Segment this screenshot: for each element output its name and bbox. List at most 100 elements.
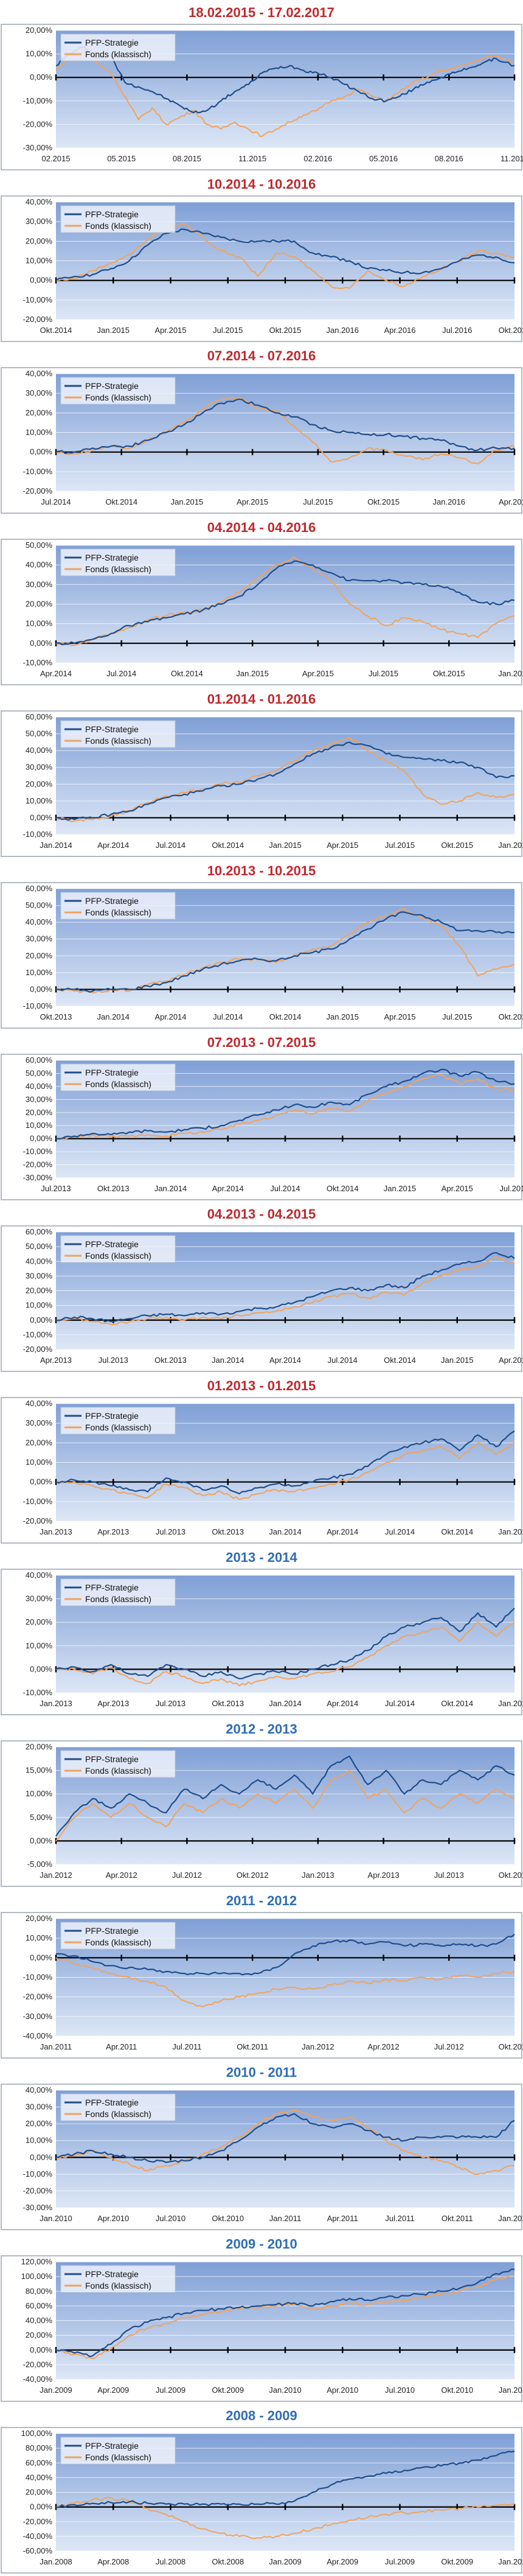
series-line-fund — [55, 1442, 515, 1500]
legend-label: Fonds (klassisch) — [85, 1766, 151, 1776]
y-tick-label: 20,00% — [26, 951, 53, 960]
x-tick-label: Okt.2015 — [499, 1012, 523, 1021]
legend-label: Fonds (klassisch) — [85, 736, 151, 746]
y-tick-label: 10,00% — [26, 796, 53, 805]
legend-box — [60, 892, 176, 920]
x-tick-label: Jan.2012 — [498, 2214, 523, 2223]
series-line-strategy — [55, 398, 515, 454]
x-tick-label: Apr.2014 — [327, 1699, 358, 1708]
x-tick-label: Okt.2013 — [40, 1012, 72, 1021]
x-tick-label: Okt.2014 — [171, 669, 203, 678]
y-tick-label: -30,00% — [23, 143, 53, 152]
chart-title: 2013 - 2014 — [226, 1550, 297, 1565]
y-tick-label: 60,00% — [26, 2301, 53, 2310]
x-tick-label: Apr.2012 — [106, 1871, 137, 1880]
x-tick-label: Jul.2014 — [385, 1699, 415, 1708]
chart-title: 01.2014 - 01.2016 — [207, 691, 316, 707]
legend-label: Fonds (klassisch) — [85, 221, 151, 231]
legend-box — [60, 1235, 176, 1263]
chart-panel-14: 2008 - 2009 100,00% 80,00% 60,00% 40,00% 20,0… — [0, 2403, 523, 2574]
y-tick-label: -20,00% — [23, 1160, 53, 1169]
chart-title: 2012 - 2013 — [226, 1721, 297, 1737]
x-tick-label: Okt.2014 — [441, 1699, 473, 1708]
series-line-strategy — [55, 2269, 514, 2357]
x-tick-label: Okt.2013 — [212, 1527, 244, 1536]
x-tick-label: Jul.2014 — [213, 1012, 243, 1021]
y-tick-label: 20,00% — [26, 2331, 53, 2340]
x-tick-label: Jul.2008 — [156, 2557, 185, 2566]
chart-title: 18.02.2015 - 17.02.2017 — [189, 5, 334, 20]
y-tick-label: 0,00% — [30, 447, 52, 457]
line-chart-svg: 2011 - 2012 20,00% 10,00% 0,00% -10,00% -20,0… — [1, 1893, 523, 2059]
x-tick-label: Jul.2012 — [434, 2042, 464, 2051]
chart-panel-7: 04.2013 - 04.2015 60,00% 50,00% 40,00% 30,00… — [0, 1202, 523, 1373]
y-tick-label: 0,00% — [30, 2502, 52, 2511]
chart-title: 04.2014 - 04.2016 — [207, 520, 316, 535]
series-line-strategy — [55, 1251, 515, 1323]
y-tick-label: 20,00% — [26, 408, 53, 417]
y-tick-label: 40,00% — [26, 2085, 53, 2095]
x-tick-label: Okt.2015 — [441, 841, 473, 850]
x-tick-label: Jul.2011 — [385, 2214, 414, 2223]
series-line-strategy — [55, 1068, 515, 1140]
x-tick-label: Jan.2015 — [384, 1184, 417, 1193]
series-line-fund — [55, 737, 515, 823]
chart-title: 2010 - 2011 — [226, 2065, 297, 2080]
y-tick-label: 10,00% — [26, 1301, 53, 1310]
chart-title: 07.2013 - 07.2015 — [207, 1035, 316, 1050]
series-line-strategy — [55, 560, 515, 646]
y-tick-label: -20,00% — [23, 1345, 53, 1354]
legend-label: PFP-Strategie — [85, 1068, 139, 1077]
legend-label: Fonds (klassisch) — [85, 908, 151, 917]
line-chart-svg: 07.2013 - 07.2015 60,00% 50,00% 40,00% 30,00… — [1, 1035, 523, 1200]
legend-label: Fonds (klassisch) — [85, 1251, 151, 1261]
x-tick-label: Okt.2010 — [212, 2214, 244, 2223]
x-tick-label: Jul.2013 — [434, 1871, 464, 1880]
chart-title: 10.2013 - 10.2015 — [207, 863, 316, 878]
y-tick-label: 20,00% — [26, 1286, 53, 1295]
x-tick-label: Okt.2016 — [499, 326, 523, 335]
y-tick-label: 0,00% — [30, 1134, 52, 1143]
chart-panel-9: 2013 - 2014 40,00% 30,00% 20,00% 10,00% 0,00%… — [0, 1545, 523, 1716]
x-tick-label: Okt.2014 — [212, 841, 244, 850]
x-tick-label: Jan.2010 — [40, 2214, 72, 2223]
y-tick-label: -40,00% — [23, 2375, 53, 2384]
x-tick-label: Jan.2008 — [40, 2557, 72, 2566]
y-tick-label: 40,00% — [26, 197, 53, 206]
line-chart-svg: 04.2014 - 04.2016 50,00% 40,00% 30,00% 20,00… — [1, 520, 523, 685]
series-line-strategy — [55, 911, 515, 993]
y-tick-label: 0,00% — [30, 639, 52, 648]
x-tick-label: Jan.2010 — [498, 2557, 523, 2566]
series-line-fund — [55, 48, 515, 138]
y-tick-label: 60,00% — [26, 2458, 53, 2467]
x-tick-label: 11.2016 — [500, 154, 523, 163]
series-line-strategy — [56, 1933, 515, 1976]
series-line-fund — [55, 1957, 515, 2007]
legend-label: PFP-Strategie — [85, 209, 139, 219]
y-tick-label: 30,00% — [26, 2102, 53, 2112]
x-tick-label: Jan.2013 — [302, 1871, 334, 1880]
line-chart-svg: 07.2014 - 07.2016 40,00% 30,00% 20,00% 10,00… — [1, 348, 523, 514]
y-tick-label: -20,00% — [23, 1992, 53, 2001]
y-tick-label: -10,00% — [23, 96, 53, 105]
x-tick-label: Jul.2015 — [213, 326, 243, 335]
x-tick-label: Apr.2015 — [499, 1356, 523, 1365]
series-line-fund — [55, 1256, 515, 1325]
x-tick-label: Jul.2009 — [385, 2557, 415, 2566]
x-tick-label: Jul.2016 — [442, 326, 472, 335]
y-tick-label: -30,00% — [23, 2203, 53, 2212]
legend-label: PFP-Strategie — [85, 553, 139, 562]
x-tick-label: Jan.2015 — [498, 1527, 523, 1536]
y-tick-label: 20,00% — [26, 236, 53, 245]
x-tick-label: Jan.2014 — [212, 1356, 244, 1365]
x-tick-label: Okt.2010 — [441, 2385, 473, 2395]
legend-label: Fonds (klassisch) — [85, 2109, 151, 2119]
y-tick-label: 0,00% — [30, 1315, 52, 1325]
x-tick-label: Okt.2013 — [97, 1184, 130, 1193]
y-tick-label: 10,00% — [26, 1121, 53, 1130]
x-tick-label: Apr.2014 — [269, 1356, 301, 1365]
x-tick-label: Okt.2013 — [154, 1356, 187, 1365]
y-tick-label: 10,00% — [26, 1641, 53, 1650]
x-tick-label: Jan.2014 — [269, 1699, 302, 1708]
